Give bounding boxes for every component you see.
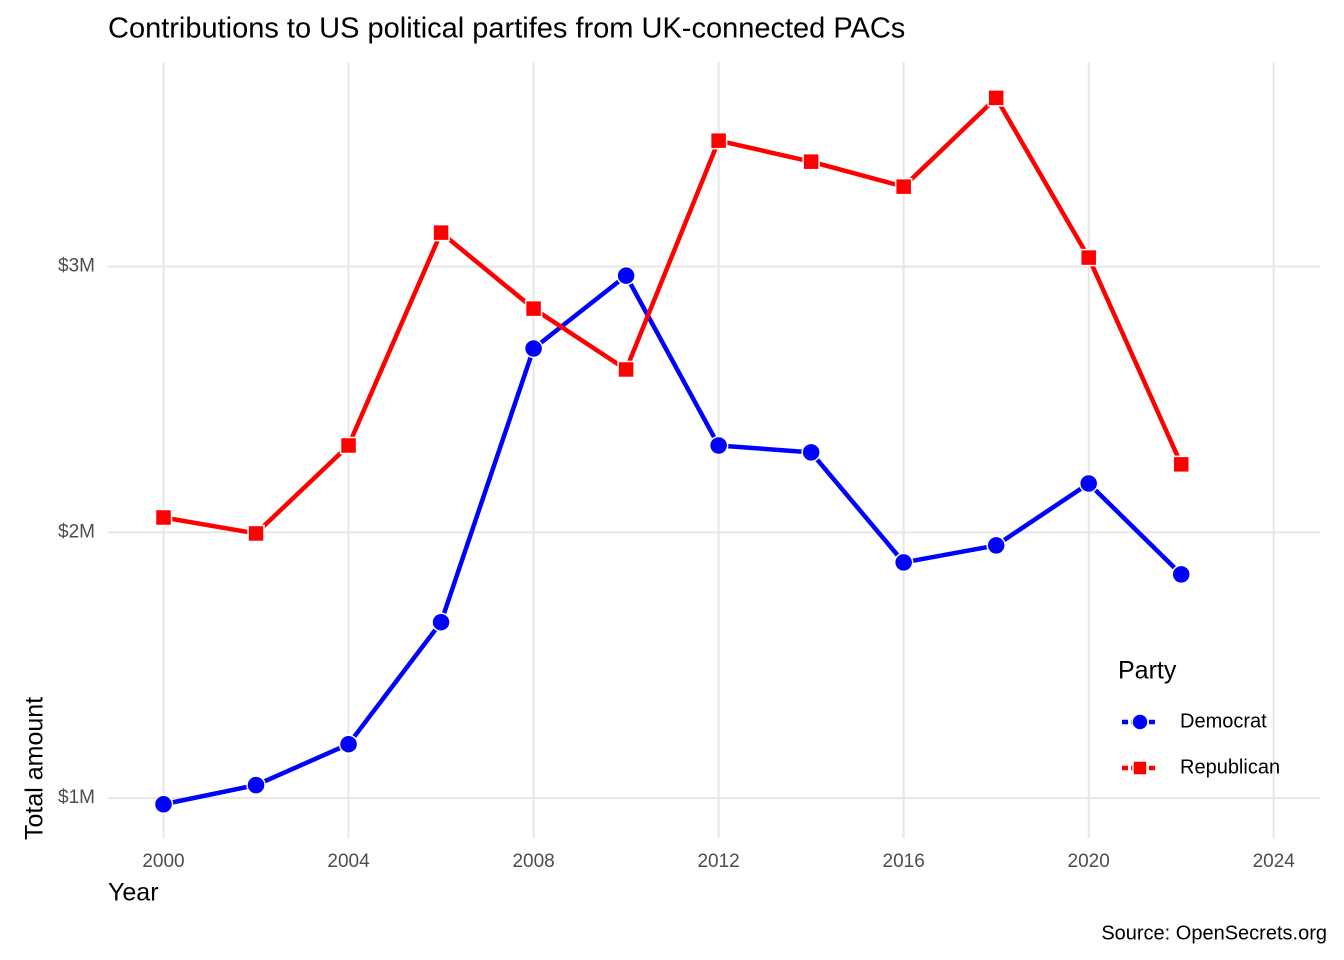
- point: [153, 794, 174, 814]
- y-tick-label: $2M: [58, 521, 95, 542]
- point: [154, 508, 173, 527]
- point: [617, 360, 635, 379]
- x-tick-label: 2020: [1068, 851, 1110, 872]
- point: [893, 552, 914, 573]
- point: [1079, 248, 1098, 267]
- point: [246, 775, 266, 795]
- legend-item: Republican: [1122, 756, 1280, 778]
- point: [523, 338, 544, 359]
- point: [986, 535, 1006, 556]
- series-line: [163, 273, 1183, 807]
- point: [708, 435, 729, 456]
- x-tick-label: 2004: [327, 851, 370, 872]
- y-tick-label: $1M: [58, 787, 95, 808]
- point: [339, 436, 358, 455]
- point: [616, 265, 636, 286]
- x-tick-label: 2016: [883, 851, 925, 872]
- point: [1171, 564, 1191, 585]
- legend-key-marker: [1131, 713, 1149, 731]
- point: [247, 524, 265, 543]
- y-axis-label: Total amount: [21, 697, 49, 840]
- point: [431, 612, 451, 632]
- legend-item: Democrat: [1122, 710, 1267, 732]
- caption: Source: OpenSecrets.org: [1101, 922, 1327, 944]
- legend-title: Party: [1118, 657, 1177, 685]
- point: [338, 734, 359, 754]
- legend-label: Republican: [1180, 756, 1280, 778]
- point: [987, 89, 1005, 107]
- point: [1172, 455, 1190, 474]
- legend-key-marker: [1132, 760, 1148, 776]
- series-line: [163, 95, 1184, 536]
- x-tick-label: 2000: [142, 851, 184, 872]
- x-tick-label: 2024: [1253, 851, 1296, 872]
- y-tick-label: $3M: [58, 256, 95, 277]
- point: [894, 177, 913, 196]
- point: [524, 299, 543, 318]
- series: [153, 265, 1191, 814]
- chart-title: Contributions to US political partifes f…: [108, 13, 905, 45]
- x-tick-label: 2008: [512, 851, 554, 872]
- x-tick-label: 2012: [697, 851, 739, 872]
- point: [801, 442, 821, 463]
- point: [432, 223, 450, 242]
- series: [154, 89, 1190, 543]
- point: [1078, 473, 1099, 494]
- point: [802, 152, 820, 171]
- legend-label: Democrat: [1180, 710, 1267, 732]
- x-axis-label: Year: [108, 879, 159, 907]
- point: [709, 131, 728, 150]
